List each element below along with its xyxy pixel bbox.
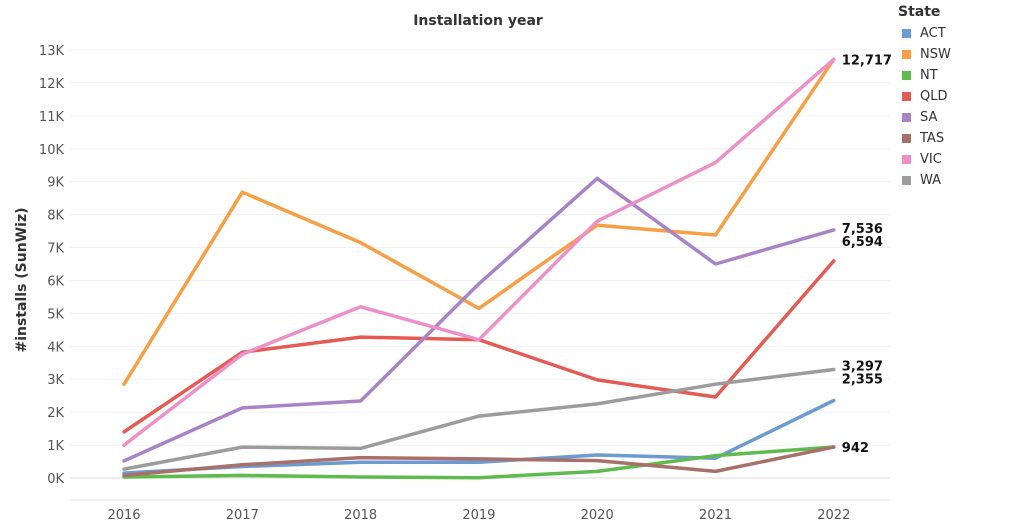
axes: 0K 1K 2K 3K 4K 5K 6K 7K 8K 9K 10K 11K 12K 13K 2016 2017… [39,44,890,523]
y-tick-label: 5K [47,307,64,322]
legend-item-vic[interactable]: VIC [898,149,1008,170]
x-tick-label: 2016 [107,508,140,523]
legend-label: QLD [920,89,948,104]
series-line-tas [122,445,836,478]
end-label-sa: 7,536 [842,222,883,237]
legend-item-sa[interactable]: SA [898,107,1008,128]
y-tick-label: 8K [47,209,64,224]
legend-item-wa[interactable]: WA [898,170,1008,191]
legend-item-tas[interactable]: TAS [898,128,1008,149]
x-tick-label: 2022 [817,508,850,523]
series-line-nsw [122,57,836,386]
y-tick-label: 12K [39,77,65,92]
legend-swatch [902,134,911,143]
y-tick-label: 6K [47,274,64,289]
x-tick-label: 2019 [462,508,495,523]
y-tick-label: 2K [47,406,64,421]
end-label-nt: 942 [842,441,869,456]
y-tick-label: 9K [47,176,64,191]
legend-label: SA [920,110,938,125]
y-tick-label: 1K [47,439,64,454]
legend: State ACT NSW NT QLD SA TAS VIC WA [898,4,1008,191]
y-axis-label: #installs (SunWiz) [14,208,30,353]
legend-item-nsw[interactable]: NSW [898,44,1008,65]
x-tick-label: 2021 [699,508,732,523]
legend-item-nt[interactable]: NT [898,65,1008,86]
x-tick-label: 2017 [226,508,259,523]
legend-swatch [902,113,911,122]
legend-swatch [902,176,911,185]
y-tick-label: 11K [39,110,65,125]
x-tick-label: 2020 [581,508,614,523]
legend-swatch [902,50,911,59]
legend-swatch [902,92,911,101]
legend-label: VIC [920,152,942,167]
y-tick-label: 10K [39,143,65,158]
legend-swatch [902,71,911,80]
gridlines [70,49,890,479]
y-tick-label: 7K [47,242,64,257]
legend-label: ACT [920,26,946,41]
y-tick-label: 4K [47,340,64,355]
x-tick-label: 2018 [344,508,377,523]
series-line-vic [122,57,836,447]
end-label-qld: 6,594 [842,235,883,250]
legend-label: TAS [920,131,945,146]
legend-items: ACT NSW NT QLD SA TAS VIC WA [898,23,1008,191]
series-line-sa [122,176,836,463]
series-line-wa [122,367,836,471]
end-label-nsw: 12,717 [842,53,892,68]
series-line-nt [122,445,836,480]
legend-swatch [902,155,911,164]
legend-swatch [902,29,911,38]
legend-label: WA [920,173,942,188]
legend-label: NSW [920,47,951,62]
legend-label: NT [920,68,938,83]
end-label-act: 2,355 [842,372,883,387]
legend-item-act[interactable]: ACT [898,23,1008,44]
legend-item-qld[interactable]: QLD [898,86,1008,107]
end-label-wa: 3,297 [842,359,883,374]
legend-title: State [898,4,941,20]
y-tick-label: 3K [47,373,64,388]
y-tick-label: 0K [47,472,64,487]
y-tick-label: 13K [39,44,65,59]
series-lines [122,57,836,480]
chart-title: Installation year [413,13,543,29]
